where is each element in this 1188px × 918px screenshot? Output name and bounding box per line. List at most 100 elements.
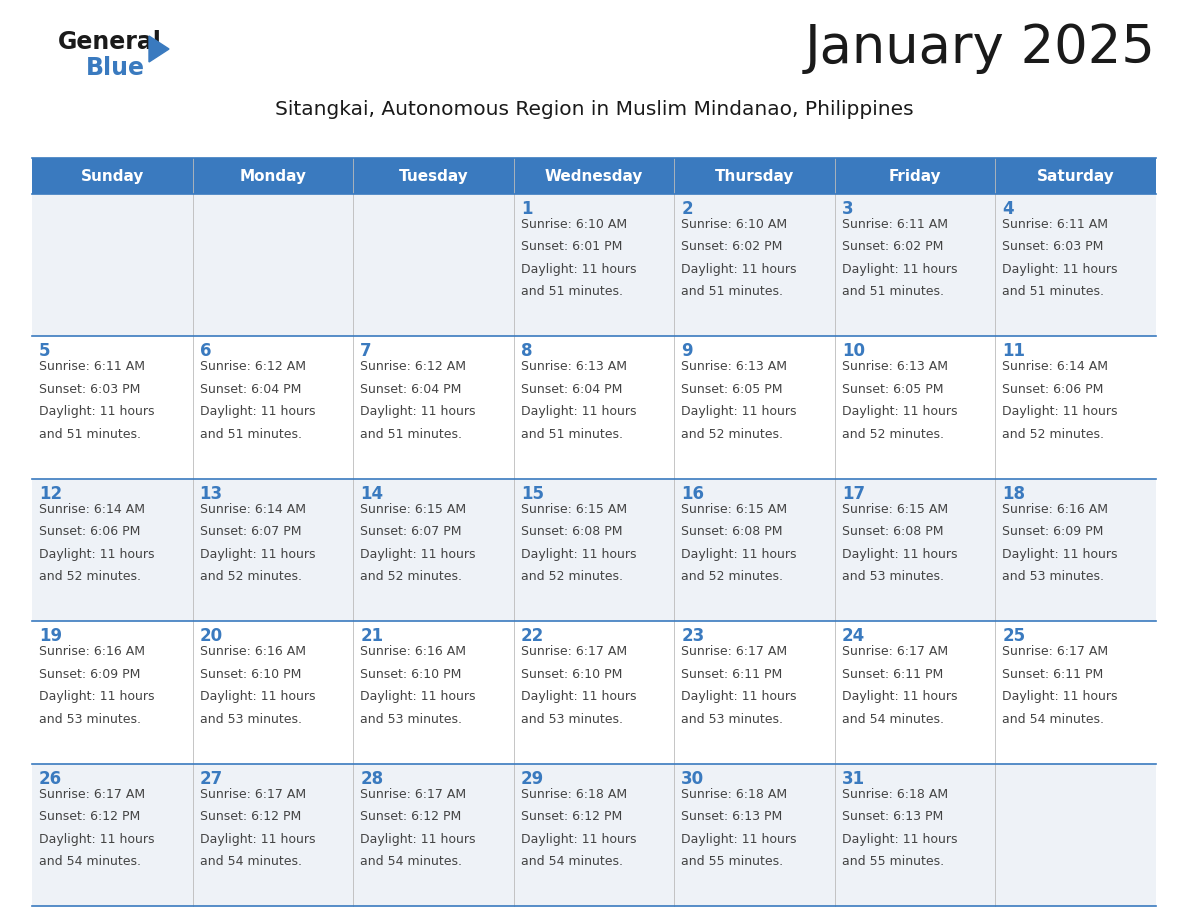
Text: 22: 22 (520, 627, 544, 645)
Text: 28: 28 (360, 769, 384, 788)
Text: Monday: Monday (239, 169, 307, 184)
Text: Sunset: 6:03 PM: Sunset: 6:03 PM (1003, 241, 1104, 253)
Text: Sunset: 6:12 PM: Sunset: 6:12 PM (520, 810, 623, 823)
Text: Daylight: 11 hours: Daylight: 11 hours (200, 833, 315, 845)
Text: and 51 minutes.: and 51 minutes. (360, 428, 462, 441)
Text: Daylight: 11 hours: Daylight: 11 hours (39, 690, 154, 703)
Text: Sunrise: 6:16 AM: Sunrise: 6:16 AM (360, 645, 466, 658)
Text: Daylight: 11 hours: Daylight: 11 hours (681, 690, 797, 703)
Text: Sunrise: 6:13 AM: Sunrise: 6:13 AM (520, 361, 627, 374)
Bar (32, 764, 1156, 906)
Text: Sunrise: 6:14 AM: Sunrise: 6:14 AM (200, 503, 305, 516)
Text: Sunrise: 6:17 AM: Sunrise: 6:17 AM (360, 788, 466, 800)
Text: and 53 minutes.: and 53 minutes. (842, 570, 943, 583)
Text: and 51 minutes.: and 51 minutes. (1003, 285, 1105, 298)
Text: and 55 minutes.: and 55 minutes. (842, 855, 944, 868)
Text: and 54 minutes.: and 54 minutes. (520, 855, 623, 868)
Text: Sunrise: 6:18 AM: Sunrise: 6:18 AM (520, 788, 627, 800)
Text: Sunset: 6:11 PM: Sunset: 6:11 PM (681, 667, 783, 681)
Text: Sunrise: 6:17 AM: Sunrise: 6:17 AM (200, 788, 305, 800)
Text: Sunset: 6:02 PM: Sunset: 6:02 PM (681, 241, 783, 253)
Text: Sunrise: 6:13 AM: Sunrise: 6:13 AM (842, 361, 948, 374)
Text: and 51 minutes.: and 51 minutes. (520, 428, 623, 441)
Text: Daylight: 11 hours: Daylight: 11 hours (39, 548, 154, 561)
Text: Daylight: 11 hours: Daylight: 11 hours (842, 833, 958, 845)
Text: Daylight: 11 hours: Daylight: 11 hours (1003, 548, 1118, 561)
Text: 18: 18 (1003, 485, 1025, 503)
Text: Sunrise: 6:17 AM: Sunrise: 6:17 AM (1003, 645, 1108, 658)
Text: Sunset: 6:13 PM: Sunset: 6:13 PM (842, 810, 943, 823)
Text: Blue: Blue (86, 56, 145, 80)
Text: 29: 29 (520, 769, 544, 788)
Text: and 51 minutes.: and 51 minutes. (842, 285, 943, 298)
Text: 2: 2 (681, 200, 693, 218)
Text: 3: 3 (842, 200, 853, 218)
Text: Sunrise: 6:11 AM: Sunrise: 6:11 AM (39, 361, 145, 374)
Text: Sunset: 6:07 PM: Sunset: 6:07 PM (360, 525, 462, 538)
Text: Daylight: 11 hours: Daylight: 11 hours (520, 548, 637, 561)
Text: Sunday: Sunday (81, 169, 144, 184)
Text: Sunset: 6:09 PM: Sunset: 6:09 PM (39, 667, 140, 681)
Text: Daylight: 11 hours: Daylight: 11 hours (520, 406, 637, 419)
Text: and 51 minutes.: and 51 minutes. (200, 428, 302, 441)
Text: Sunset: 6:04 PM: Sunset: 6:04 PM (200, 383, 301, 396)
Text: Daylight: 11 hours: Daylight: 11 hours (200, 690, 315, 703)
Text: Daylight: 11 hours: Daylight: 11 hours (520, 690, 637, 703)
Text: and 54 minutes.: and 54 minutes. (39, 855, 141, 868)
Text: and 52 minutes.: and 52 minutes. (520, 570, 623, 583)
Text: Daylight: 11 hours: Daylight: 11 hours (842, 406, 958, 419)
Text: General: General (58, 30, 162, 54)
Text: Sunset: 6:06 PM: Sunset: 6:06 PM (1003, 383, 1104, 396)
Text: Sunrise: 6:16 AM: Sunrise: 6:16 AM (1003, 503, 1108, 516)
Text: Sunrise: 6:16 AM: Sunrise: 6:16 AM (200, 645, 305, 658)
Text: 4: 4 (1003, 200, 1015, 218)
Text: Sunset: 6:08 PM: Sunset: 6:08 PM (520, 525, 623, 538)
Text: Sunrise: 6:12 AM: Sunrise: 6:12 AM (360, 361, 466, 374)
Text: Sunset: 6:03 PM: Sunset: 6:03 PM (39, 383, 140, 396)
Text: Sunrise: 6:18 AM: Sunrise: 6:18 AM (681, 788, 788, 800)
Text: Sunset: 6:08 PM: Sunset: 6:08 PM (842, 525, 943, 538)
Text: Daylight: 11 hours: Daylight: 11 hours (39, 406, 154, 419)
Text: and 54 minutes.: and 54 minutes. (360, 855, 462, 868)
Text: and 52 minutes.: and 52 minutes. (1003, 428, 1105, 441)
Text: and 51 minutes.: and 51 minutes. (39, 428, 141, 441)
Text: 21: 21 (360, 627, 384, 645)
Text: 23: 23 (681, 627, 704, 645)
Text: Sunset: 6:06 PM: Sunset: 6:06 PM (39, 525, 140, 538)
Text: Sunset: 6:11 PM: Sunset: 6:11 PM (1003, 667, 1104, 681)
Text: Sunset: 6:04 PM: Sunset: 6:04 PM (520, 383, 623, 396)
Text: and 54 minutes.: and 54 minutes. (842, 712, 943, 726)
Text: and 53 minutes.: and 53 minutes. (520, 712, 623, 726)
Text: Saturday: Saturday (1037, 169, 1114, 184)
Text: and 52 minutes.: and 52 minutes. (681, 428, 783, 441)
Text: 12: 12 (39, 485, 62, 503)
Text: 15: 15 (520, 485, 544, 503)
Text: Sunrise: 6:11 AM: Sunrise: 6:11 AM (1003, 218, 1108, 231)
Text: 20: 20 (200, 627, 222, 645)
Text: 9: 9 (681, 342, 693, 361)
Bar (32, 336, 1156, 479)
Text: Daylight: 11 hours: Daylight: 11 hours (360, 406, 475, 419)
Text: Sunset: 6:12 PM: Sunset: 6:12 PM (360, 810, 461, 823)
Text: 27: 27 (200, 769, 223, 788)
Text: and 55 minutes.: and 55 minutes. (681, 855, 783, 868)
Text: Daylight: 11 hours: Daylight: 11 hours (681, 263, 797, 276)
Text: Daylight: 11 hours: Daylight: 11 hours (39, 833, 154, 845)
Text: Sunrise: 6:16 AM: Sunrise: 6:16 AM (39, 645, 145, 658)
Text: 17: 17 (842, 485, 865, 503)
Text: Daylight: 11 hours: Daylight: 11 hours (842, 690, 958, 703)
Text: Daylight: 11 hours: Daylight: 11 hours (520, 263, 637, 276)
Text: and 53 minutes.: and 53 minutes. (39, 712, 141, 726)
Bar (32, 158, 1156, 194)
Text: Sunrise: 6:15 AM: Sunrise: 6:15 AM (360, 503, 466, 516)
Text: Daylight: 11 hours: Daylight: 11 hours (681, 548, 797, 561)
Text: Daylight: 11 hours: Daylight: 11 hours (1003, 263, 1118, 276)
Text: Daylight: 11 hours: Daylight: 11 hours (681, 833, 797, 845)
Text: Daylight: 11 hours: Daylight: 11 hours (1003, 406, 1118, 419)
Text: 14: 14 (360, 485, 384, 503)
Text: Daylight: 11 hours: Daylight: 11 hours (1003, 690, 1118, 703)
Text: 6: 6 (200, 342, 211, 361)
Text: and 51 minutes.: and 51 minutes. (520, 285, 623, 298)
Text: Sunrise: 6:14 AM: Sunrise: 6:14 AM (39, 503, 145, 516)
Text: Friday: Friday (889, 169, 941, 184)
